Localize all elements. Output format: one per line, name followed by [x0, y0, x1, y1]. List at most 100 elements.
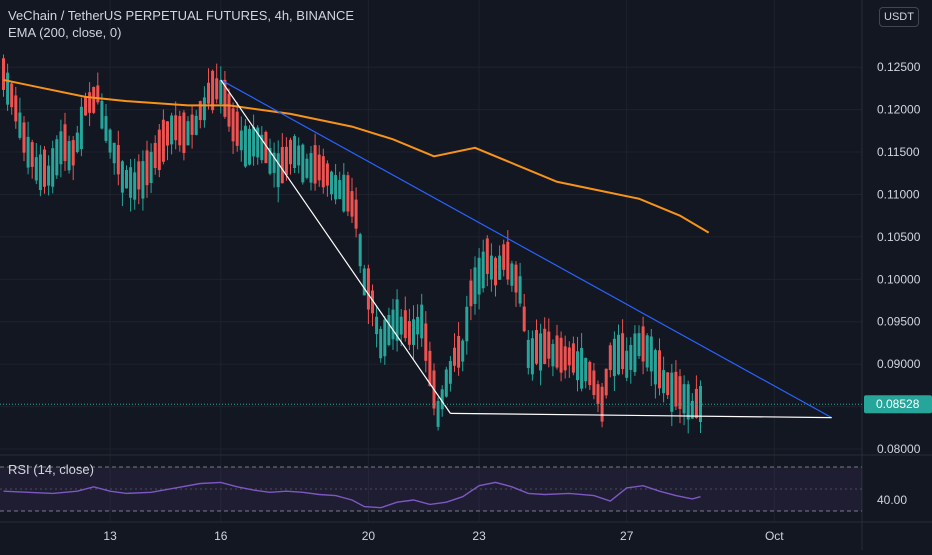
candle-body: [694, 388, 698, 419]
candle-body: [612, 338, 616, 377]
candle-body: [444, 369, 448, 397]
candle-body: [276, 153, 280, 188]
candle-body: [559, 337, 563, 373]
candle-body: [88, 92, 92, 113]
candle-body: [403, 310, 407, 339]
candle-body: [239, 130, 243, 151]
candle-body: [145, 150, 149, 186]
candle-body: [178, 116, 182, 146]
candle-body: [653, 350, 657, 385]
candle-body: [223, 79, 227, 117]
candle-body: [535, 330, 538, 364]
candle-body: [522, 306, 526, 332]
price-tick-label: 0.12500: [877, 60, 921, 74]
candle-body: [453, 347, 456, 366]
candle-body: [399, 316, 403, 335]
candle-body: [362, 268, 366, 296]
ema-indicator-label[interactable]: EMA (200, close, 0): [8, 25, 122, 40]
time-tick-label: Oct: [765, 529, 784, 543]
candle-body: [256, 127, 260, 158]
trendline-lower-left[interactable]: [220, 79, 451, 414]
candle-body: [133, 172, 137, 200]
candle-body: [297, 145, 301, 166]
candle-body: [416, 316, 420, 335]
candle-body: [465, 306, 469, 342]
candle-body: [617, 334, 620, 375]
candle-body: [621, 333, 625, 370]
candle-body: [502, 244, 506, 270]
candle-body: [666, 372, 670, 396]
time-tick-label: 16: [214, 529, 228, 543]
candle-body: [2, 58, 5, 90]
candle-body: [100, 100, 104, 129]
candle-body: [325, 163, 329, 186]
candle-body: [174, 115, 178, 141]
candle-body: [547, 331, 551, 359]
candle-body: [551, 343, 555, 367]
candle-body: [608, 345, 612, 371]
candle-body: [629, 344, 633, 370]
candle-body: [391, 309, 395, 340]
candle-body: [59, 131, 63, 165]
candle-body: [633, 333, 637, 373]
candle-body: [129, 167, 133, 198]
candle-body: [412, 319, 415, 345]
candle-body: [194, 115, 198, 135]
candle-body: [157, 129, 161, 171]
candle-body: [112, 142, 116, 164]
candle-body: [231, 108, 235, 142]
candle-body: [383, 319, 387, 357]
candle-body: [215, 78, 219, 100]
candle-body: [645, 335, 649, 368]
candle-body: [375, 316, 379, 335]
rsi-title: RSI (14, close): [8, 462, 94, 477]
candle-body: [309, 153, 313, 183]
candle-body: [55, 139, 59, 176]
candle-body: [641, 326, 645, 362]
candle-body: [649, 336, 653, 372]
candle-body: [47, 165, 51, 186]
candle-body: [182, 112, 186, 153]
candle-body: [637, 333, 641, 357]
candle-body: [580, 347, 584, 389]
candle-body: [166, 121, 169, 146]
candle-body: [494, 257, 497, 286]
candle-body: [248, 128, 251, 165]
candle-body: [543, 328, 547, 364]
candle-body: [227, 93, 231, 127]
candle-body: [334, 175, 338, 200]
candle-body: [563, 346, 567, 371]
candle-body: [588, 361, 592, 386]
candle-body: [407, 321, 411, 345]
candle-body: [243, 125, 247, 167]
candle-body: [305, 158, 309, 178]
price-tick-label: 0.10000: [877, 272, 921, 286]
candle-body: [198, 101, 202, 121]
trendline-base[interactable]: [450, 412, 832, 419]
chart-title: VeChain / TetherUS PERPETUAL FUTURES, 4h…: [8, 8, 355, 23]
candle-body: [514, 264, 518, 293]
candle-body: [350, 191, 354, 217]
candle-body: [301, 144, 305, 183]
candle-body: [26, 136, 30, 168]
candle-body: [424, 323, 428, 361]
rsi-line: [3, 481, 701, 509]
candle-body: [338, 180, 342, 199]
candle-body: [428, 350, 432, 386]
candle-body: [141, 161, 145, 199]
candle-body: [14, 95, 18, 122]
time-tick-label: 27: [620, 529, 634, 543]
candle-body: [207, 82, 210, 104]
currency-button[interactable]: USDT: [879, 7, 919, 27]
candle-body: [457, 335, 461, 368]
candle-body: [252, 127, 256, 157]
candle-body: [125, 170, 128, 189]
price-tick-label: 0.09500: [877, 315, 921, 329]
candle-body: [448, 361, 452, 384]
candle-body: [690, 400, 694, 419]
trendline-upper[interactable]: [220, 79, 832, 419]
candle-body: [342, 174, 346, 212]
candle-body: [379, 328, 383, 359]
